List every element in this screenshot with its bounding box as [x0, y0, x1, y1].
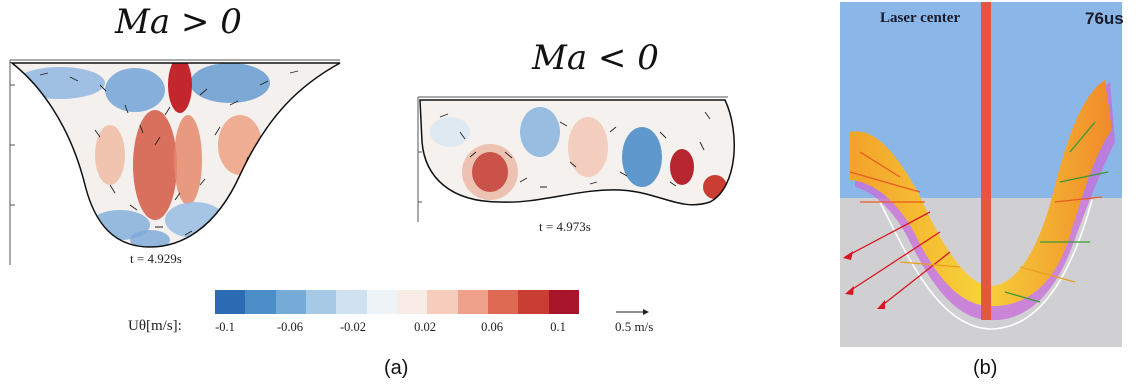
- colorbar-tick: -0.1: [215, 320, 235, 334]
- laser-beam: [981, 2, 991, 320]
- simulation-time-label: 76us: [1085, 9, 1124, 28]
- panel-label-a: (a): [384, 357, 409, 379]
- colorbar-tick: 0.02: [414, 320, 436, 334]
- colorbar-tick: 0.1: [550, 320, 566, 334]
- ma-negative-title: Ma < 0: [532, 38, 659, 78]
- scale-arrow-label: 0.5 m/s: [615, 319, 654, 334]
- scale-arrow: [616, 309, 649, 315]
- colorbar: [215, 290, 580, 314]
- colorbar-tick: -0.02: [339, 320, 367, 334]
- colorbar-tick: 0.06: [481, 320, 503, 334]
- melt-pool-ma-positive: [9, 59, 341, 265]
- colorbar-segment: [306, 290, 337, 314]
- colorbar-segment: [366, 290, 398, 314]
- time-label-right: t = 4.973s: [539, 219, 591, 234]
- colorbar-segment: [457, 290, 489, 314]
- colorbar-quantity-label: Uθ[m/s]:: [128, 318, 182, 334]
- laser-center-label: Laser center: [880, 10, 961, 26]
- time-label-left: t = 4.929s: [130, 251, 182, 266]
- panel-label-b: (b): [973, 357, 998, 379]
- colorbar-segment: [245, 290, 277, 314]
- colorbar-segment: [548, 290, 580, 314]
- colorbar-segment: [336, 290, 368, 314]
- ma-positive-title: Ma > 0: [115, 2, 242, 42]
- colorbar-segment: [518, 290, 550, 314]
- colorbar-tick: -0.06: [276, 320, 304, 334]
- melt-pool-ma-negative: [417, 96, 735, 222]
- laser-keyhole-simulation: [840, 2, 1122, 347]
- colorbar-segment: [488, 290, 519, 314]
- colorbar-segment: [215, 290, 246, 314]
- colorbar-segment: [275, 290, 307, 314]
- colorbar-segment: [397, 290, 428, 314]
- colorbar-segment: [427, 290, 459, 314]
